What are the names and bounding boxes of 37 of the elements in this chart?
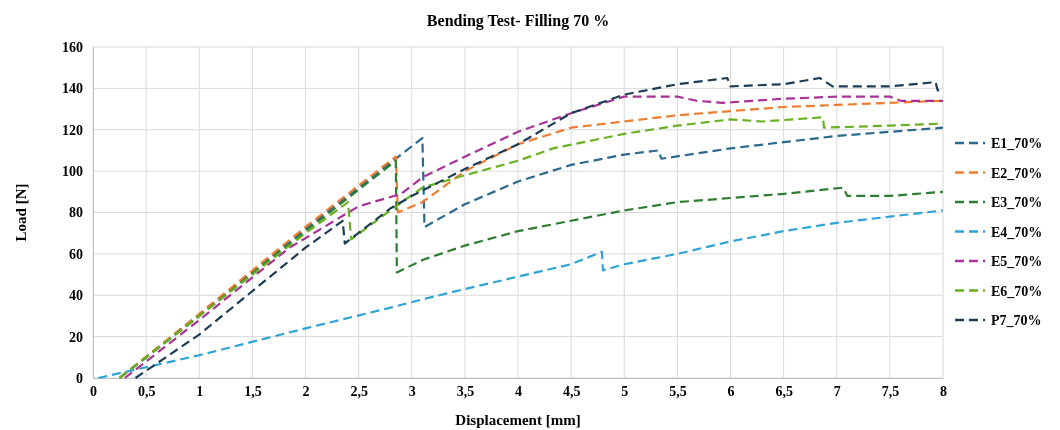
y-tick-label: 100 — [62, 164, 83, 180]
x-axis-title: Displacement [mm] — [455, 412, 581, 428]
line-series — [97, 209, 945, 380]
legend-label: P7_70% — [991, 313, 1042, 328]
x-tick-label: 1,5 — [244, 383, 262, 399]
y-tick-label: 40 — [69, 288, 83, 304]
legend-label: E6_70% — [991, 283, 1043, 299]
x-tick-label: 8 — [940, 383, 947, 399]
legend-label: E1_70% — [991, 136, 1043, 151]
x-tick-label: 0,5 — [137, 383, 156, 399]
y-tick-label: 160 — [62, 39, 83, 55]
y-axis-title: Load [N] — [13, 183, 29, 242]
legend-label: E3_70% — [991, 195, 1043, 210]
x-tick-label: 5 — [621, 383, 629, 399]
x-tick-label: 4 — [515, 383, 522, 399]
legend-label: E4_70% — [991, 224, 1043, 240]
x-tick-label: 3 — [408, 383, 416, 399]
x-tick-label: 0 — [90, 383, 97, 399]
x-tick-label: 6,5 — [775, 383, 793, 399]
y-tick-label: 60 — [69, 246, 83, 262]
x-tick-label: 1 — [196, 383, 204, 399]
x-tick-label: 7 — [833, 383, 841, 399]
y-tick-label: 140 — [62, 81, 83, 97]
legend-label: E2_70% — [991, 165, 1043, 181]
x-tick-label: 5,5 — [669, 383, 687, 399]
x-tick-label: 6 — [727, 383, 735, 399]
y-tick-label: 80 — [69, 205, 83, 221]
x-tick-label: 3,5 — [456, 383, 475, 399]
y-tick-label: 20 — [69, 329, 83, 345]
x-tick-label: 7,5 — [881, 383, 900, 399]
y-tick-label: 120 — [62, 122, 83, 138]
y-tick-label: 0 — [76, 370, 83, 386]
chart-title: Bending Test- Filling 70 % — [426, 12, 610, 30]
x-tick-label: 2,5 — [350, 383, 368, 399]
x-tick-label: 2 — [302, 383, 310, 399]
x-tick-label: 4,5 — [562, 383, 581, 399]
legend-label: E5_70% — [991, 254, 1043, 269]
